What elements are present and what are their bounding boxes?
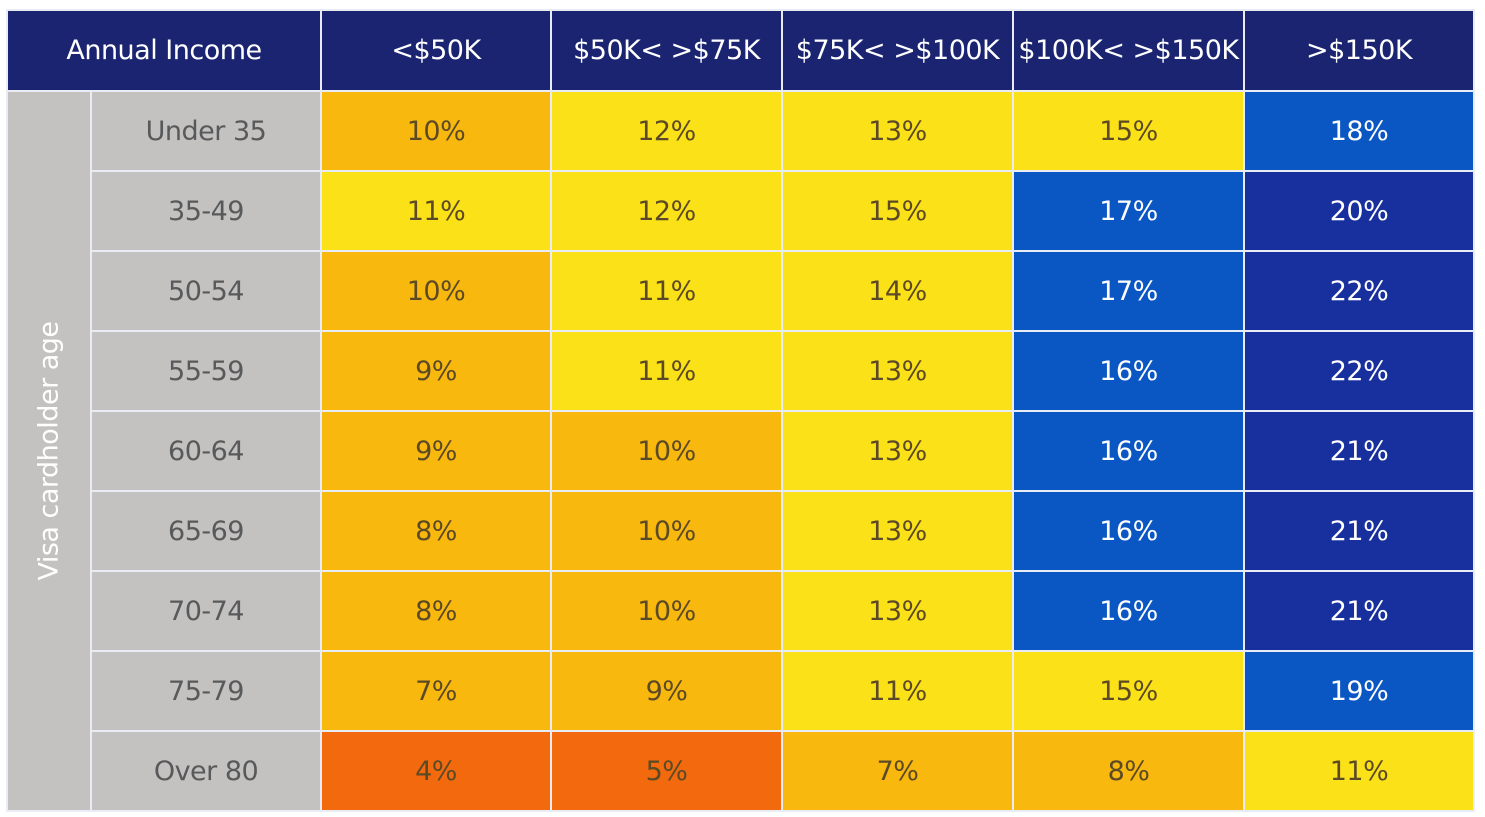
heatmap-table-container: Annual Income <$50K $50K< >$75K $75K< >$10… [5,9,1476,812]
heatmap-cell: 5% [550,730,784,812]
heatmap-cell: 8% [320,490,553,572]
heatmap-body: Visa cardholder age Under 35 10% 12% 13% 15% 1… [6,90,1476,812]
row-axis-label-cell: Visa cardholder age [6,90,92,812]
heatmap-cell: 10% [550,570,784,652]
row-label: 60-64 [89,410,323,492]
heatmap-cell: 11% [781,650,1015,732]
heatmap-cell: 15% [781,170,1015,252]
heatmap-cell: 10% [550,490,784,572]
heatmap-cell: 12% [550,90,784,172]
heatmap-cell: 22% [1243,250,1476,332]
heatmap-cell: 13% [781,570,1015,652]
heatmap-cell: 17% [1012,250,1246,332]
table-row: 35-49 11% 12% 15% 17% 20% [7,170,1476,252]
heatmap-cell: 14% [781,250,1015,332]
heatmap-cell: 12% [550,170,784,252]
table-row: 60-64 9% 10% 13% 16% 21% [7,410,1476,492]
row-axis-label: Visa cardholder age [33,321,65,581]
heatmap-cell: 11% [550,250,784,332]
heatmap-cell: 15% [1012,650,1246,732]
row-label: 55-59 [89,330,323,412]
heatmap-cell: 7% [781,730,1015,812]
row-label: 65-69 [89,490,323,572]
heatmap-cell: 8% [320,570,553,652]
heatmap-cell: 9% [320,330,553,412]
heatmap-cell: 13% [781,330,1015,412]
heatmap-cell: 13% [781,490,1015,572]
row-label: 70-74 [89,570,323,652]
heatmap-cell: 4% [320,730,553,812]
heatmap-cell: 11% [550,330,784,412]
heatmap-cell: 13% [781,90,1015,172]
heatmap-cell: 10% [550,410,784,492]
heatmap-cell: 10% [320,250,553,332]
heatmap-cell: 9% [550,650,784,732]
table-row: Over 80 4% 5% 7% 8% 11% [7,730,1476,812]
corner-label: Annual Income [5,9,323,92]
heatmap-cell: 16% [1012,330,1246,412]
heatmap-cell: 13% [781,410,1015,492]
heatmap-cell: 16% [1012,410,1246,492]
heatmap-cell: 19% [1243,650,1476,732]
column-header: $75K< >$100K [781,9,1015,92]
heatmap-cell: 8% [1012,730,1246,812]
heatmap-cell: 22% [1243,330,1476,412]
row-label: 35-49 [89,170,323,252]
column-header: <$50K [320,9,553,92]
column-header: >$150K [1243,9,1476,92]
row-label: Over 80 [89,730,323,812]
heatmap-cell: 11% [320,170,553,252]
row-label: 50-54 [89,250,323,332]
heatmap-cell: 16% [1012,570,1246,652]
heatmap-cell: 15% [1012,90,1246,172]
heatmap-cell: 18% [1243,90,1476,172]
heatmap-cell: 10% [320,90,553,172]
table-row: 70-74 8% 10% 13% 16% 21% [7,570,1476,652]
row-label: Under 35 [89,90,323,172]
row-label: 75-79 [89,650,323,732]
heatmap-table: Annual Income <$50K $50K< >$75K $75K< >$10… [5,9,1476,812]
heatmap-cell: 16% [1012,490,1246,572]
header-row: Annual Income <$50K $50K< >$75K $75K< >$10… [5,9,1476,92]
table-row: 55-59 9% 11% 13% 16% 22% [7,330,1476,412]
table-row: 75-79 7% 9% 11% 15% 19% [7,650,1476,732]
heatmap-cell: 7% [320,650,553,732]
column-header: $50K< >$75K [550,9,784,92]
heatmap-cell: 9% [320,410,553,492]
heatmap-cell: 21% [1243,490,1476,572]
heatmap-cell: 17% [1012,170,1246,252]
heatmap-cell: 21% [1243,570,1476,652]
heatmap-cell: 21% [1243,410,1476,492]
table-row: 50-54 10% 11% 14% 17% 22% [7,250,1476,332]
column-header: $100K< >$150K [1012,9,1246,92]
table-row: Visa cardholder age Under 35 10% 12% 13% 15% 1… [6,90,1476,812]
heatmap-cell: 11% [1243,730,1476,812]
heatmap-cell: 20% [1243,170,1476,252]
table-row: 65-69 8% 10% 13% 16% 21% [7,490,1476,572]
